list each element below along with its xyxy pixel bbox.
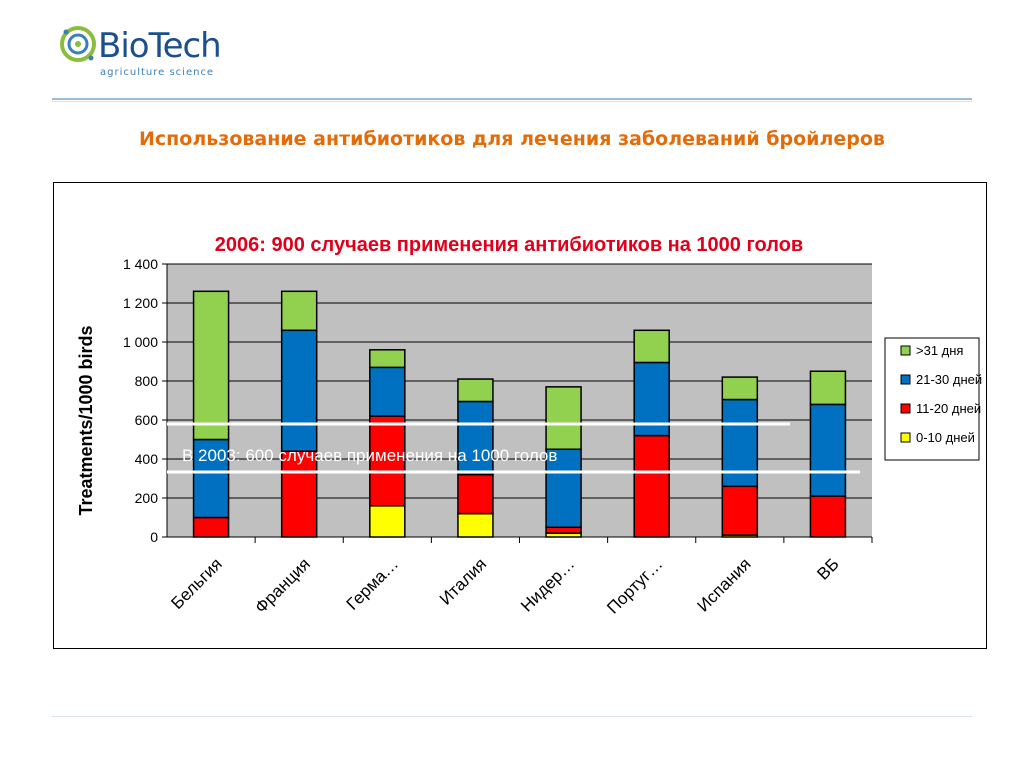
bar-segment xyxy=(633,329,670,364)
legend-swatch xyxy=(900,432,911,443)
header-divider-shadow xyxy=(52,101,972,102)
bar-segment xyxy=(369,505,406,538)
bar-segment xyxy=(192,516,230,538)
slide-title: Использование антибиотиков для лечения з… xyxy=(139,128,885,150)
chart-title: 2006: 900 случаев применения антибиотико… xyxy=(215,234,803,256)
y-axis-label: Treatments/1000 birds xyxy=(76,325,96,515)
bar-segment xyxy=(369,366,406,417)
y-tick-label: 400 xyxy=(135,451,159,467)
x-tick-label: Франция xyxy=(251,554,314,617)
bar-segment xyxy=(369,349,406,369)
bar-segment xyxy=(280,290,318,332)
bar-segment xyxy=(457,400,494,476)
legend-swatch xyxy=(900,403,911,414)
x-tick-label: Испания xyxy=(693,554,754,615)
bar-segment xyxy=(457,473,494,515)
bar-segment xyxy=(457,512,494,538)
y-tick-label: 800 xyxy=(135,373,159,389)
bar-segment xyxy=(369,415,406,507)
bar-segment xyxy=(280,450,318,538)
bar-segment xyxy=(545,386,582,451)
bar-segment xyxy=(545,448,582,528)
plot-area xyxy=(167,264,872,537)
chart-frame: 2006: 900 случаев применения антибиотико… xyxy=(53,182,987,649)
legend-label: 0-10 дней xyxy=(916,430,975,445)
x-tick-label: Бельгия xyxy=(167,554,226,613)
y-tick-label: 200 xyxy=(135,490,159,506)
legend-label: 21-30 дней xyxy=(916,372,982,387)
x-tick-label: Нидер… xyxy=(517,554,578,615)
y-tick-label: 1 000 xyxy=(123,334,158,350)
x-tick-label: Португ… xyxy=(603,554,666,617)
bar-segment xyxy=(809,495,847,538)
bar-segment xyxy=(545,526,582,534)
x-tick-label: ВБ xyxy=(813,554,842,583)
y-tick-label: 0 xyxy=(150,529,158,545)
y-tick-label: 600 xyxy=(135,412,159,428)
footer-divider xyxy=(52,716,972,717)
legend-label: 11-20 дней xyxy=(916,401,981,416)
header-divider xyxy=(52,98,972,100)
logo-wordmark: BioTech xyxy=(98,26,222,66)
legend-label: >31 дня xyxy=(916,343,963,358)
x-tick-label: Италия xyxy=(436,554,490,608)
bar-segment xyxy=(633,434,670,538)
stacked-bar-chart: 2006: 900 случаев применения антибиотико… xyxy=(76,234,982,618)
bar-segment xyxy=(809,370,847,406)
bar-segment xyxy=(721,376,759,401)
legend-swatch xyxy=(900,374,911,385)
x-tick-label: Герма… xyxy=(343,554,402,613)
bar-segment xyxy=(809,403,847,497)
biotech-logo: BioTech agriculture science xyxy=(58,22,258,82)
y-tick-label: 1 200 xyxy=(123,295,158,311)
bar-segment xyxy=(457,378,494,403)
bar-segment xyxy=(192,290,230,441)
bar-segment xyxy=(721,485,759,536)
biotech-emblem-icon xyxy=(60,26,96,62)
logo-tagline: agriculture science xyxy=(100,67,215,78)
annotation-2003: В 2003: 600 случаев применения на 1000 г… xyxy=(182,446,557,465)
legend-swatch xyxy=(900,345,911,356)
bar-segment xyxy=(280,329,318,452)
y-tick-label: 1 400 xyxy=(123,256,158,272)
